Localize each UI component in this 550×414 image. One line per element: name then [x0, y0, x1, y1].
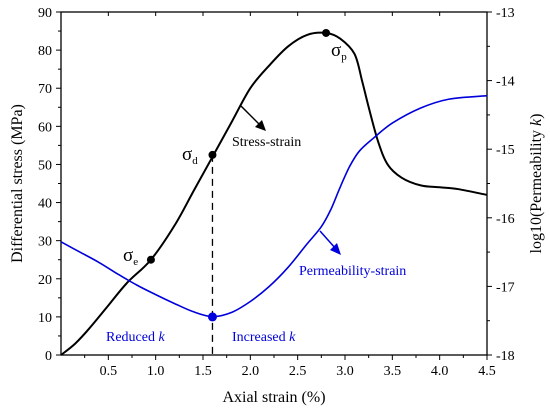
- sigma-e-subscript: e: [133, 256, 138, 268]
- series-layer: [60, 31, 488, 356]
- permeability-strain-line: [60, 94, 488, 318]
- y2-axis-title-k: k: [528, 118, 545, 126]
- sigma-e-symbol: σ: [123, 245, 133, 266]
- stress-strain-label: Stress-strain: [232, 135, 301, 150]
- reduced-k-symbol: k: [158, 330, 165, 345]
- axes-layer: 0.5 1.0 1.5 2.0 2.5 3.0 3.5 4.0 4.5 0 10 20 30 40 50 60…: [38, 6, 515, 379]
- y2-tick-label: -14: [496, 75, 515, 90]
- permeability-strain-label: Permeability-strain: [299, 264, 406, 279]
- increased-k-symbol: k: [289, 330, 296, 345]
- y2-tick-label: -16: [496, 212, 515, 227]
- y-tick-label: 40: [38, 197, 52, 212]
- sigma-d-subscript: d: [192, 155, 198, 167]
- y2-axis-title-prefix: log10(Permeability: [528, 126, 545, 254]
- stress-arrow-head: [255, 120, 266, 131]
- y-axis-title: Differential stress (MPa): [9, 104, 26, 263]
- min-permeability-point: [207, 312, 217, 322]
- sigma-p-subscript: p: [341, 51, 347, 63]
- increased-k-label: Increased k: [232, 330, 296, 345]
- x-tick-label: 1.0: [147, 364, 165, 379]
- y-tick-label: 80: [38, 44, 52, 59]
- y-tick-label: 20: [38, 273, 52, 288]
- permeability-arrow-shaft: [319, 230, 337, 250]
- sigma-p-label: σp: [331, 40, 347, 63]
- x-tick-label: 3.5: [384, 364, 402, 379]
- y-tick-label: 70: [38, 82, 52, 97]
- marker-layer: [146, 28, 331, 322]
- x-tick-label: 2.0: [242, 364, 260, 379]
- y-tick-label: 30: [38, 235, 52, 250]
- y-tick-label: 90: [38, 6, 52, 21]
- x-tick-label: 2.5: [289, 364, 307, 379]
- permeability-arrow-head: [330, 243, 341, 255]
- x-tick-label: 3.0: [336, 364, 354, 379]
- sigma-p-symbol: σ: [331, 40, 341, 61]
- reduced-text: Reduced: [106, 330, 158, 345]
- x-tick-label: 0.5: [100, 364, 118, 379]
- y2-axis-title: log10(Permeability k): [528, 114, 545, 254]
- sigma-d-point: [208, 150, 217, 159]
- y2-axis-title-suffix: ): [528, 114, 545, 119]
- y-tick-label: 0: [45, 349, 52, 364]
- x-axis-title: Axial strain (%): [222, 389, 325, 406]
- y-tick-label: 50: [38, 158, 52, 173]
- y2-tick-label: -13: [496, 6, 515, 21]
- y-tick-label: 10: [38, 311, 52, 326]
- permeability-arrow: [319, 230, 341, 255]
- y-tick-label: 60: [38, 120, 52, 135]
- reduced-k-label: Reduced k: [106, 330, 165, 345]
- sigma-d-symbol: σ: [182, 144, 192, 165]
- increased-text: Increased: [232, 330, 289, 345]
- stress-arrow-shaft: [240, 105, 262, 127]
- y2-tick-label: -17: [496, 280, 515, 295]
- x-tick-label: 4.0: [431, 364, 449, 379]
- sigma-e-point: [146, 255, 155, 264]
- sigma-p-point: [322, 28, 331, 37]
- y2-tick-label: -18: [496, 349, 515, 364]
- stress-arrow: [240, 105, 266, 131]
- sigma-d-label: σd: [182, 144, 198, 167]
- stress-strain-line: [60, 31, 488, 356]
- x-tick-label: 4.5: [478, 364, 496, 379]
- x-tick-label: 1.5: [194, 364, 212, 379]
- plot-frame: [60, 11, 488, 356]
- sigma-e-label: σe: [123, 245, 138, 268]
- y2-tick-label: -15: [496, 143, 515, 158]
